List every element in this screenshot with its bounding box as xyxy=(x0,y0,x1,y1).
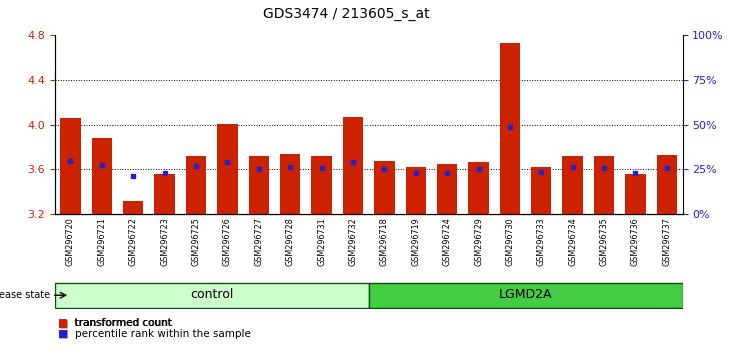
Text: GSM296735: GSM296735 xyxy=(599,217,609,266)
Text: GSM296719: GSM296719 xyxy=(411,217,420,266)
Bar xyxy=(626,174,645,214)
Text: GDS3474 / 213605_s_at: GDS3474 / 213605_s_at xyxy=(264,7,430,21)
Bar xyxy=(563,156,583,214)
Bar xyxy=(369,283,683,308)
Text: ■: ■ xyxy=(58,318,69,328)
Text: GSM296718: GSM296718 xyxy=(380,217,389,266)
Bar xyxy=(249,156,269,214)
Bar xyxy=(531,167,551,214)
Text: ■: ■ xyxy=(58,329,69,339)
Text: GSM296720: GSM296720 xyxy=(66,217,75,266)
Bar xyxy=(500,43,520,214)
Text: disease state: disease state xyxy=(0,290,50,299)
Text: GSM296732: GSM296732 xyxy=(348,217,358,266)
Bar xyxy=(155,174,174,214)
Bar xyxy=(55,283,369,308)
Bar xyxy=(186,156,206,214)
Bar xyxy=(92,138,112,214)
Text: GSM296731: GSM296731 xyxy=(317,217,326,266)
Bar xyxy=(437,164,457,214)
Bar xyxy=(343,117,363,214)
Bar xyxy=(374,160,394,214)
Bar xyxy=(123,201,143,214)
Text: GSM296730: GSM296730 xyxy=(505,217,515,266)
Bar xyxy=(594,156,614,214)
Text: GSM296737: GSM296737 xyxy=(662,217,672,266)
Bar xyxy=(61,118,80,214)
Bar xyxy=(280,154,300,214)
Text: GSM296723: GSM296723 xyxy=(160,217,169,266)
Text: percentile rank within the sample: percentile rank within the sample xyxy=(75,329,251,339)
Text: LGMD2A: LGMD2A xyxy=(499,288,553,301)
Bar xyxy=(657,155,677,214)
Text: control: control xyxy=(190,288,234,301)
Bar xyxy=(218,124,237,214)
Text: GSM296733: GSM296733 xyxy=(537,217,546,266)
Bar xyxy=(469,162,488,214)
Text: GSM296724: GSM296724 xyxy=(442,217,452,266)
Text: GSM296734: GSM296734 xyxy=(568,217,577,266)
Text: transformed count: transformed count xyxy=(75,318,172,328)
Text: GSM296727: GSM296727 xyxy=(254,217,264,267)
Text: GSM296736: GSM296736 xyxy=(631,217,640,266)
Text: GSM296726: GSM296726 xyxy=(223,217,232,266)
Bar xyxy=(406,167,426,214)
Bar xyxy=(312,156,331,214)
Text: GSM296729: GSM296729 xyxy=(474,217,483,267)
Text: GSM296721: GSM296721 xyxy=(97,217,107,266)
Text: GSM296725: GSM296725 xyxy=(191,217,201,267)
Text: ■  transformed count: ■ transformed count xyxy=(58,318,172,328)
Text: GSM296722: GSM296722 xyxy=(128,217,138,267)
Text: GSM296728: GSM296728 xyxy=(285,217,295,266)
